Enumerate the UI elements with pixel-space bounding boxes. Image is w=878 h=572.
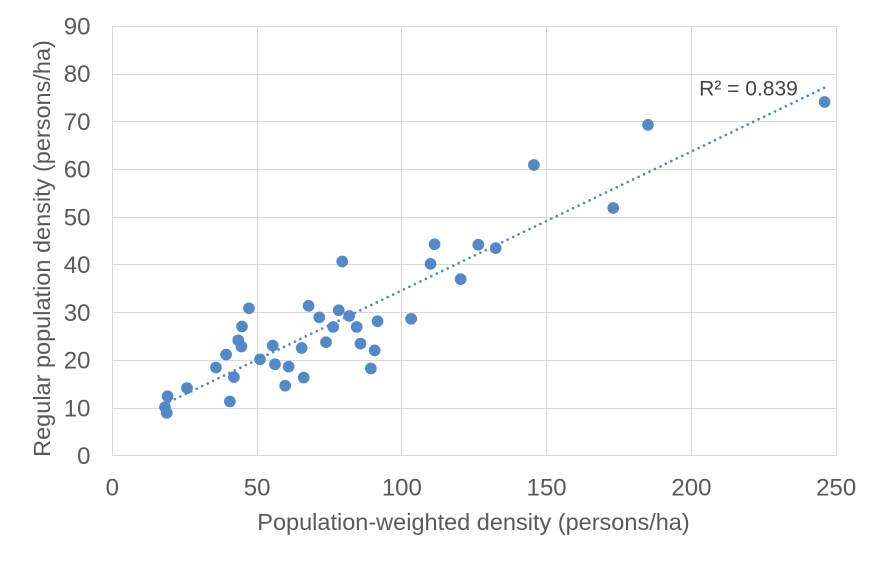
svg-text:50: 50 [244,475,271,502]
svg-text:100: 100 [382,475,422,502]
svg-text:40: 40 [64,252,91,279]
svg-text:R² = 0.839: R² = 0.839 [699,78,798,101]
svg-text:70: 70 [64,109,91,136]
svg-text:Population-weighted density (p: Population-weighted density (persons/ha) [257,509,689,535]
svg-text:30: 30 [64,300,91,327]
svg-text:80: 80 [64,61,91,88]
svg-text:0: 0 [77,443,90,470]
svg-text:200: 200 [671,475,711,502]
svg-text:0: 0 [106,475,119,502]
svg-text:50: 50 [64,204,91,231]
svg-text:90: 90 [64,13,91,40]
svg-text:20: 20 [64,348,91,375]
svg-text:10: 10 [64,395,91,422]
svg-text:Regular population density (pe: Regular population density (persons/ha) [29,40,55,457]
svg-text:250: 250 [816,475,856,502]
svg-text:150: 150 [527,475,567,502]
svg-text:60: 60 [64,157,91,184]
